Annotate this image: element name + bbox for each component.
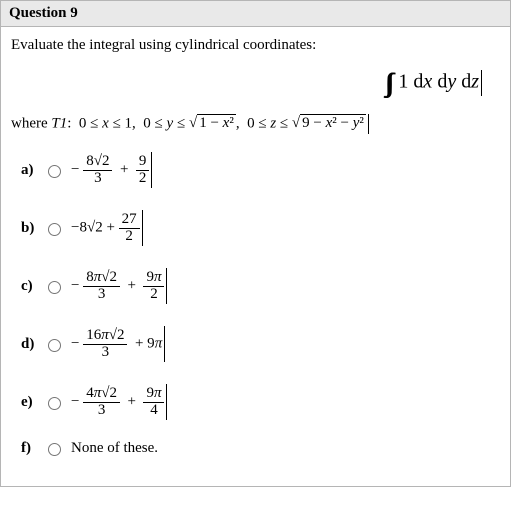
choice-c-radio[interactable] xyxy=(48,281,61,294)
question-title: Question 9 xyxy=(9,5,78,21)
choice-e-math: − 4π√23 + 9π4 xyxy=(71,384,167,420)
integral-expression: ∫∫∫ 1 dx dy dz xyxy=(11,68,500,98)
choice-f: f) None of these. xyxy=(21,438,500,458)
choice-b-radio[interactable] xyxy=(48,223,61,236)
choice-b-label: b) xyxy=(21,220,43,237)
choice-a-radio[interactable] xyxy=(48,165,61,178)
choice-d-label: d) xyxy=(21,336,43,353)
choice-a-label: a) xyxy=(21,162,43,179)
choice-a: a) − 8√23 + 92 xyxy=(21,148,500,192)
choice-d: d) − 16π√23 + 9π xyxy=(21,322,500,366)
choice-f-radio[interactable] xyxy=(48,443,61,456)
choice-d-radio[interactable] xyxy=(48,339,61,352)
choice-e-label: e) xyxy=(21,394,43,411)
question-body: Evaluate the integral using cylindrical … xyxy=(1,27,510,486)
choice-a-math: − 8√23 + 92 xyxy=(71,152,152,188)
choice-f-text: None of these. xyxy=(71,440,158,457)
choice-e: e) − 4π√23 + 9π4 xyxy=(21,380,500,424)
choice-f-label: f) xyxy=(21,440,43,457)
question-container: Question 9 Evaluate the integral using c… xyxy=(0,0,511,487)
question-header: Question 9 xyxy=(1,1,510,27)
choice-b: b) −8√2 + 272 xyxy=(21,206,500,250)
choice-c-math: − 8π√23 + 9π2 xyxy=(71,268,167,304)
region-bounds: where T1: 0 ≤ x ≤ 1, 0 ≤ y ≤ √1 − x², 0 … xyxy=(11,114,500,134)
choice-c: c) − 8π√23 + 9π2 xyxy=(21,264,500,308)
answer-choices: a) − 8√23 + 92 b) −8√2 + 272 c) xyxy=(21,148,500,458)
choice-c-label: c) xyxy=(21,278,43,295)
question-prompt: Evaluate the integral using cylindrical … xyxy=(11,37,500,54)
choice-d-math: − 16π√23 + 9π xyxy=(71,326,165,362)
choice-e-radio[interactable] xyxy=(48,397,61,410)
choice-b-math: −8√2 + 272 xyxy=(71,210,143,246)
integral-symbol: ∫∫∫ xyxy=(385,68,388,97)
